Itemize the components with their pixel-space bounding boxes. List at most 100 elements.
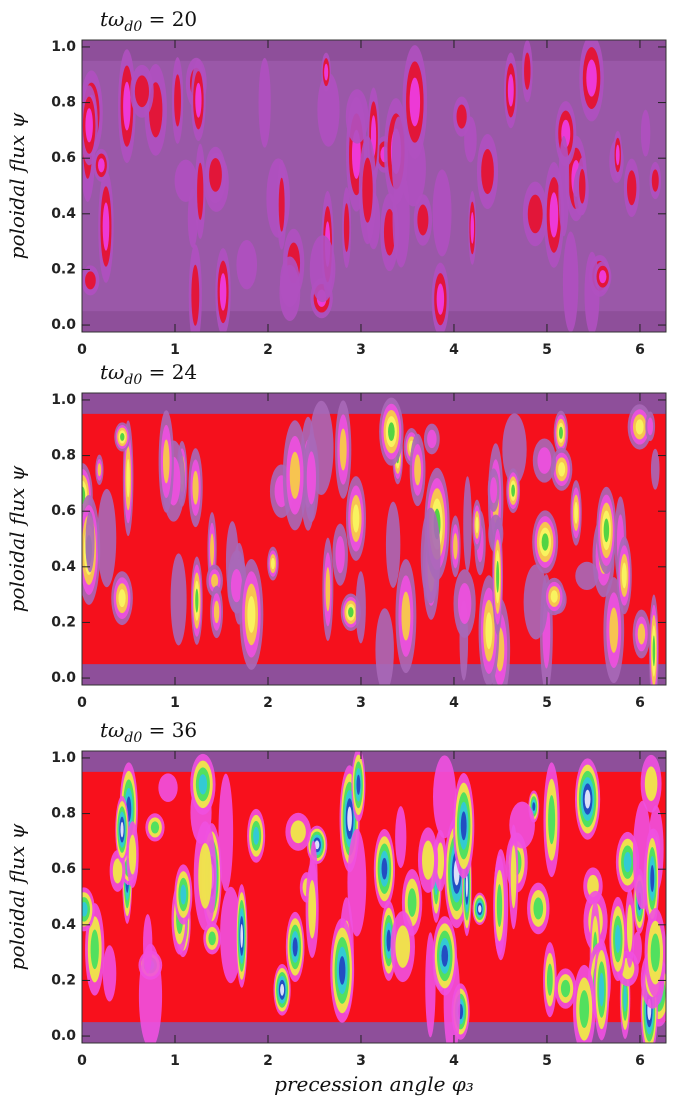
x-tick-label: 6 (635, 695, 645, 711)
contour-blob (490, 477, 498, 504)
y-tick-label: 1.0 (51, 392, 76, 408)
y-tick-label: 0.6 (51, 150, 76, 166)
contour-blob (626, 170, 637, 206)
panel-title: tωd0 = 20 (100, 7, 197, 35)
contour-blob (198, 843, 212, 909)
contour-blob (356, 774, 361, 795)
contour-blob (546, 963, 553, 996)
contour-blob (436, 283, 445, 315)
field (82, 393, 666, 685)
contour-blob (309, 235, 336, 303)
x-tick-label: 2 (263, 342, 273, 358)
contour-blob (623, 984, 627, 1012)
contour-blob (584, 789, 591, 809)
contour-blob (475, 516, 479, 534)
contour-blob (651, 169, 659, 192)
contour-blob (278, 177, 285, 232)
y-tick-label: 0.6 (51, 503, 76, 519)
plot-border (81, 750, 667, 1044)
contour-blob (460, 811, 467, 841)
contour-blob (623, 852, 632, 873)
contour-blob (436, 842, 445, 880)
contour-blob (640, 109, 651, 157)
contour-blob (314, 840, 320, 850)
panel-title: tωd0 = 36 (100, 718, 197, 746)
contour-blob (463, 476, 472, 572)
y-tick-label: 0.2 (51, 261, 76, 277)
contour-blob (210, 533, 215, 566)
contour-blob (603, 518, 610, 543)
contour-blob (191, 264, 200, 326)
contour-blob (523, 564, 549, 640)
y-tick-label: 0.6 (51, 861, 76, 877)
x-tick-label: 4 (449, 1053, 459, 1069)
contour-blob (97, 463, 102, 477)
contour-blob (187, 188, 198, 248)
y-tick-label: 0.0 (51, 1028, 76, 1044)
contour-blob (615, 924, 621, 953)
y-tick-label: 0.2 (51, 614, 76, 630)
contour-blob (258, 57, 271, 148)
field (82, 751, 666, 1043)
contour-blob (615, 144, 620, 166)
contour-blob (388, 422, 395, 441)
contour-blob (584, 251, 600, 332)
contour-blob (375, 608, 394, 685)
contour-blob (652, 635, 656, 667)
contour-blob (457, 582, 472, 625)
contour-blob (511, 484, 516, 497)
contour-blob (599, 270, 607, 284)
contour-blob (391, 116, 406, 203)
contour-blob (192, 470, 199, 505)
y-axis-label: poloidal flux ψ (5, 112, 29, 259)
contour-blob (532, 802, 536, 811)
contour-blob (289, 451, 301, 499)
y-tick-label: 0.4 (51, 917, 76, 933)
contour-blob (208, 931, 216, 946)
contour-blob (507, 74, 514, 107)
contour-blob (348, 607, 354, 618)
contour-blob (134, 75, 150, 108)
contour-blob (548, 795, 556, 845)
contour-blob (575, 561, 599, 591)
x-tick-label: 5 (542, 695, 552, 711)
x-tick-label: 0 (77, 695, 87, 711)
contour-blob (150, 821, 160, 834)
contour-blob (220, 886, 242, 984)
contour-blob (335, 535, 345, 574)
y-tick-label: 0.0 (51, 670, 76, 686)
contour-blob (347, 828, 367, 937)
contour-blob (432, 169, 452, 257)
y-tick-label: 0.8 (51, 806, 76, 822)
contour-blob (102, 202, 110, 251)
contour-blob (409, 77, 421, 127)
contour-blob (407, 888, 417, 917)
contour-blob (441, 945, 449, 967)
contour-blob (292, 937, 298, 957)
x-tick-label: 1 (170, 1053, 180, 1069)
contour-blob (352, 504, 360, 533)
contour-blob (197, 162, 204, 220)
contour-blob (395, 925, 411, 968)
x-tick-label: 2 (263, 695, 273, 711)
x-tick-label: 6 (635, 1053, 645, 1069)
contour-blob (422, 840, 435, 880)
title-rest: = 20 (142, 7, 197, 31)
contour-blob (650, 448, 660, 490)
x-tick-label: 3 (356, 1053, 366, 1069)
panel: 0 1 2 3 4 5 6 0.0 0.2 0.4 0.6 0.8 1.0 tωd0 = 20 poloid… (5, 7, 667, 358)
contour-blob (383, 208, 396, 256)
contour-blob (195, 82, 202, 118)
contour-blob (381, 857, 388, 880)
contour-blob (637, 623, 646, 645)
contour-blob (162, 439, 170, 484)
y-tick-label: 0.4 (51, 559, 76, 575)
title-sub: d0 (124, 19, 142, 35)
contour-blob (317, 72, 340, 147)
contour-blob (650, 864, 655, 893)
contour-blob (306, 451, 317, 505)
contour-blob (198, 774, 208, 795)
panel: 0 1 2 3 4 5 6 0.0 0.2 0.4 0.6 0.8 1.0 tωd0 = 36 poloid… (5, 718, 667, 1096)
contour-blob (470, 212, 475, 244)
